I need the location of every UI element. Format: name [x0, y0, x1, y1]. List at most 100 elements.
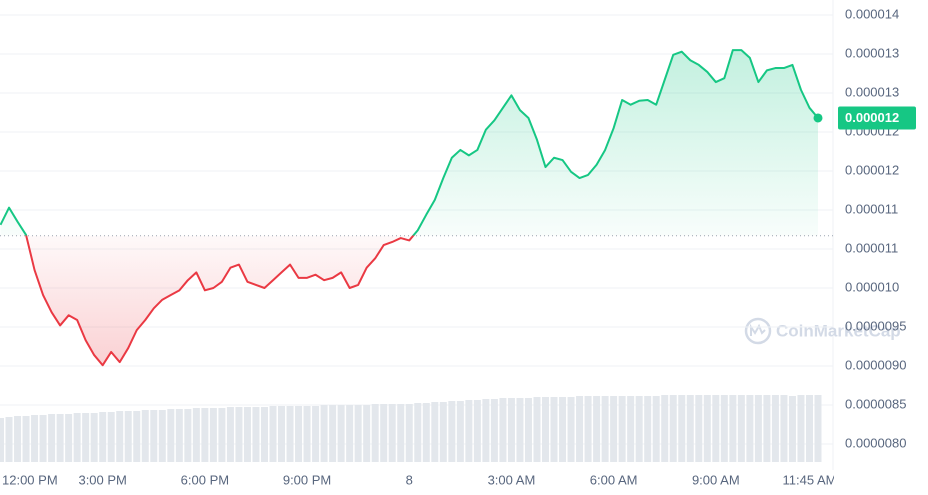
- volume-bar: [65, 414, 73, 462]
- volume-bar: [116, 411, 124, 462]
- volume-bar: [48, 414, 56, 462]
- volume-bar: [567, 397, 575, 462]
- volume-bar: [209, 408, 217, 462]
- volume-bar: [303, 406, 311, 462]
- volume-bar: [499, 398, 507, 462]
- volume-bar: [431, 402, 439, 462]
- volume-bar: [805, 395, 813, 462]
- area: [0, 50, 818, 366]
- volume-bar: [201, 408, 209, 462]
- watermark-logo-mark: [750, 323, 766, 336]
- volume-bar: [14, 416, 22, 462]
- current-price: 0.000012: [813, 106, 916, 130]
- volume-bar: [780, 395, 788, 462]
- volume-bar: [380, 404, 388, 462]
- volume-bar: [414, 403, 422, 462]
- volume-bar: [524, 398, 532, 462]
- volume-bar: [320, 405, 328, 462]
- price-badge-label: 0.000012: [845, 110, 899, 125]
- volume-bar: [354, 405, 362, 462]
- volume-bar: [610, 396, 618, 462]
- x-tick-label: 6:00 PM: [181, 472, 229, 487]
- volume-bar: [192, 408, 200, 462]
- volume-bar: [141, 410, 149, 462]
- y-tick-label: 0.0000090: [845, 357, 906, 372]
- volume-bar: [405, 404, 413, 462]
- volume-bar: [252, 407, 260, 462]
- y-tick-label: 0.000014: [845, 6, 899, 21]
- volume-bar: [797, 395, 805, 462]
- volume-bar: [312, 406, 320, 462]
- volume-bar: [295, 406, 303, 462]
- x-tick-label: 3:00 AM: [488, 472, 536, 487]
- volume-bar: [422, 403, 430, 462]
- x-tick-label: 9:00 PM: [283, 472, 331, 487]
- watermark: CoinMarketCap: [744, 317, 901, 345]
- price-line: [0, 49, 819, 367]
- volume-bar: [73, 413, 81, 462]
- volume-bar: [737, 395, 745, 462]
- volume-bar: [158, 410, 166, 462]
- volume-bar: [482, 399, 490, 462]
- x-axis: 12:00 PM 3:00 PM 6:00 PM 9:00 PM 8 3:00 AM 6:0…: [2, 472, 837, 487]
- volume-bar: [814, 395, 822, 462]
- volume-bar: [686, 395, 694, 462]
- volume-bar: [456, 401, 464, 462]
- volume-bar: [90, 413, 98, 462]
- volume-bar: [448, 401, 456, 462]
- volume-bar: [678, 395, 686, 462]
- volume-bar: [184, 409, 192, 462]
- volume-bar: [763, 395, 771, 462]
- y-tick-label: 0.000010: [845, 279, 899, 294]
- volume-bar: [363, 405, 371, 462]
- volume-bar: [729, 395, 737, 462]
- watermark-logo: [744, 317, 772, 345]
- volume-bar: [507, 398, 515, 462]
- volume-bars: [0, 395, 822, 462]
- volume-bar: [124, 411, 132, 462]
- volume-bar: [703, 395, 711, 462]
- volume-bar: [337, 405, 345, 462]
- volume-bar: [278, 406, 286, 462]
- y-tick-label: 0.000012: [845, 162, 899, 177]
- watermark-text: CoinMarketCap: [776, 321, 901, 340]
- volume-bar: [133, 411, 141, 462]
- y-tick-label: 0.0000095: [845, 318, 906, 333]
- volume-bar: [243, 407, 251, 462]
- volume-bar: [82, 413, 90, 462]
- volume-bar: [346, 405, 354, 462]
- x-tick-label: 11:45 AM: [783, 472, 837, 487]
- volume-bar: [584, 396, 592, 462]
- volume-bar: [439, 402, 447, 462]
- volume-bar: [627, 396, 635, 462]
- volume-bar: [720, 395, 728, 462]
- volume-bar: [550, 397, 558, 462]
- volume-bar: [635, 396, 643, 462]
- volume-bar: [652, 396, 660, 462]
- volume-bar: [695, 395, 703, 462]
- volume-bar: [490, 399, 498, 462]
- volume-bar: [576, 396, 584, 462]
- y-tick-label: 0.000011: [845, 201, 898, 216]
- volume-bar: [771, 395, 779, 462]
- x-tick-label: 12:00 PM: [2, 472, 58, 487]
- y-tick-label: 0.000011: [845, 240, 898, 255]
- volume-bar: [542, 397, 549, 462]
- x-tick-label: 6:00 AM: [590, 472, 638, 487]
- volume-bar: [397, 404, 405, 462]
- x-tick-label: 8: [406, 472, 413, 487]
- volume-bar: [754, 395, 762, 462]
- y-tick-label: 0.0000080: [845, 435, 906, 450]
- last-point: [813, 113, 823, 123]
- volume-bar: [167, 409, 175, 462]
- volume-bar: [31, 415, 39, 462]
- volume-bar: [388, 404, 396, 462]
- volume-bar: [516, 398, 524, 462]
- volume-bar: [465, 400, 473, 462]
- volume-bar: [746, 395, 754, 462]
- volume-bar: [39, 415, 47, 462]
- volume-bar: [226, 407, 234, 462]
- volume-bar: [712, 395, 720, 462]
